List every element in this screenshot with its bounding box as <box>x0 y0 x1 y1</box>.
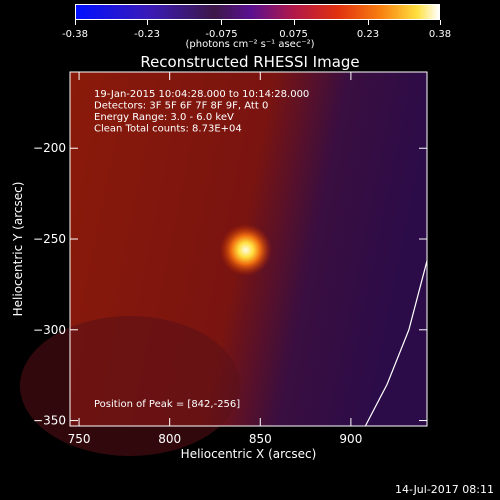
colorbar-tick-label: -0.075 <box>205 29 238 40</box>
chart-title: Reconstructed RHESSI Image <box>140 53 360 71</box>
annotation-line: 19-Jan-2015 10:04:28.000 to 10:14:28.000 <box>94 89 309 100</box>
y-tick-label: −200 <box>33 141 66 155</box>
colorbar-tick-mark <box>221 20 223 25</box>
peak-position-label: Position of Peak = [842,-256] <box>94 399 240 410</box>
peak-source <box>219 223 272 276</box>
colorbar-units: (photons cm⁻² s⁻¹ asec⁻²) <box>185 39 315 50</box>
colorbar-tick-mark <box>440 20 441 25</box>
x-tick-label: 750 <box>68 432 91 446</box>
heatmap-lower-region <box>20 316 240 456</box>
colorbar-tick-mark <box>293 20 295 25</box>
y-tick-label: −300 <box>33 323 66 337</box>
colorbar-tick-mark <box>75 20 76 25</box>
colorbar <box>75 4 440 20</box>
x-tick-label: 800 <box>158 432 181 446</box>
annotation-line: Energy Range: 3.0 - 6.0 keV <box>94 112 234 123</box>
x-axis-label: Heliocentric X (arcsec) <box>181 447 317 461</box>
colorbar-tick-mark <box>147 20 149 25</box>
y-axis-label: Heliocentric Y (arcsec) <box>11 182 25 317</box>
colorbar-tick-label: -0.23 <box>134 29 160 40</box>
timestamp-footer: 14-Jul-2017 08:11 <box>394 483 494 496</box>
annotation-line: Detectors: 3F 5F 6F 7F 8F 9F, Att 0 <box>94 101 268 112</box>
y-tick-label: −250 <box>33 232 66 246</box>
colorbar-tick-label: 0.38 <box>428 29 452 40</box>
y-tick-label: −350 <box>33 414 66 428</box>
solar-limb-curve <box>364 260 428 427</box>
plot-frame <box>69 71 428 427</box>
colorbar-tick-label: -0.38 <box>62 29 88 40</box>
colorbar-tick-label: 0.23 <box>356 29 380 40</box>
colorbar-tick-label: 0.075 <box>279 29 308 40</box>
x-tick-label: 900 <box>339 432 362 446</box>
colorbar-tick-mark <box>367 20 369 25</box>
annotation-line: Clean Total counts: 8.73E+04 <box>94 124 242 135</box>
x-tick-label: 850 <box>249 432 272 446</box>
